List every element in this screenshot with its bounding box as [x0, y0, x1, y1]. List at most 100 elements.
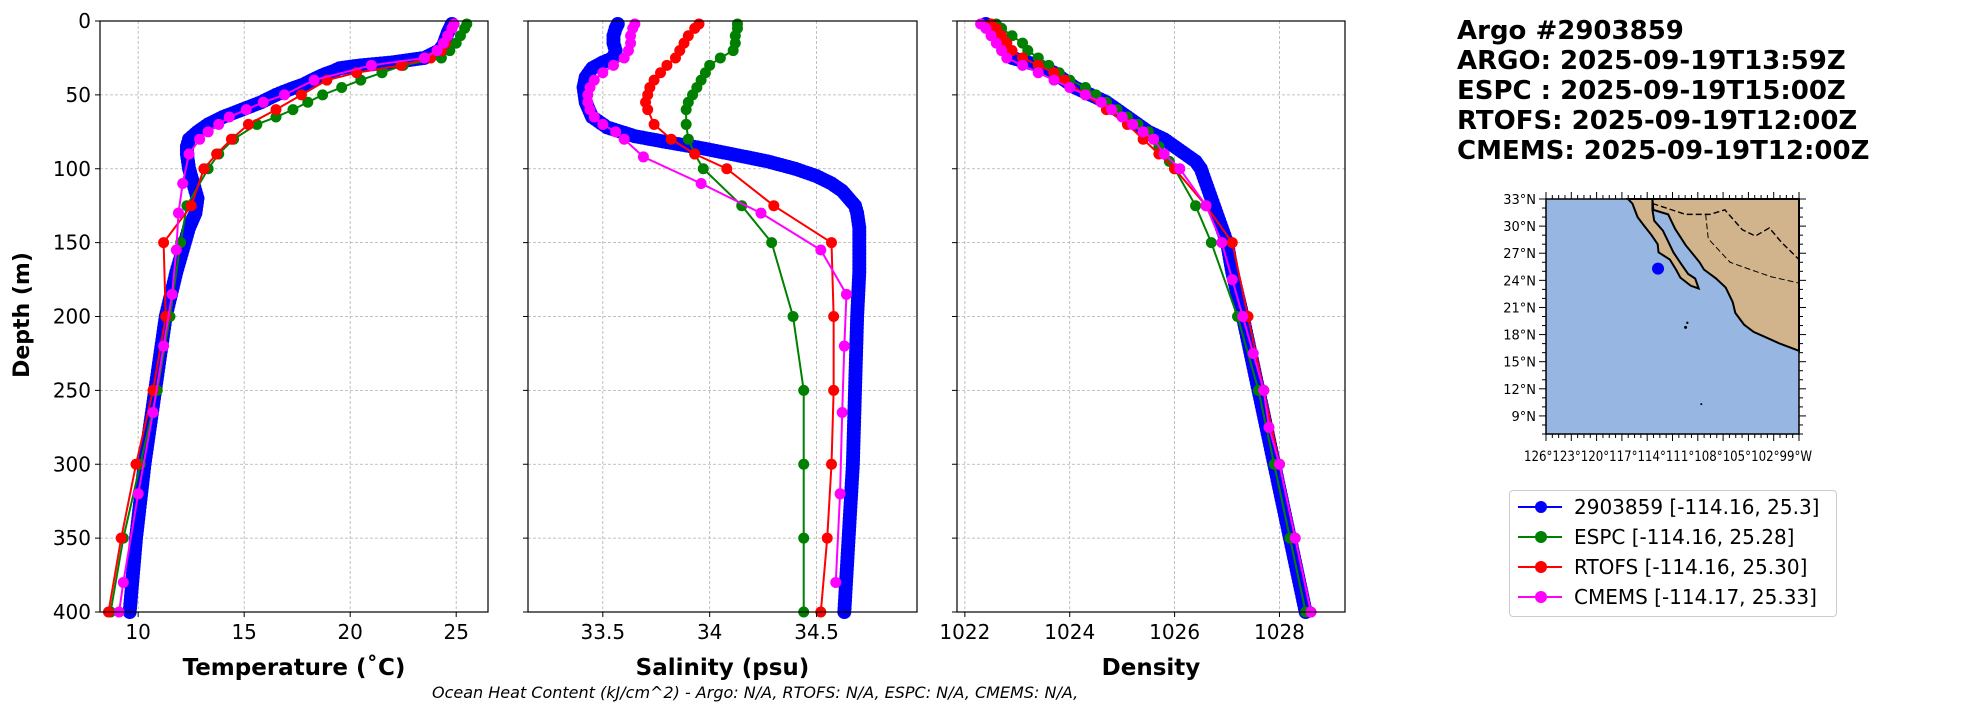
data-point	[1226, 237, 1238, 249]
series-line	[582, 23, 861, 613]
data-point	[317, 89, 329, 101]
series-cmems	[582, 18, 852, 588]
data-point	[158, 237, 170, 249]
data-point	[225, 133, 237, 145]
series-line	[586, 23, 848, 583]
island-dot	[1686, 321, 1689, 325]
data-point	[177, 178, 189, 190]
data-point	[166, 288, 178, 300]
data-point	[828, 311, 840, 322]
data-point	[295, 89, 307, 101]
data-point	[198, 163, 210, 175]
data-point	[147, 407, 159, 419]
data-point	[257, 96, 269, 108]
y-tick-label: 50	[66, 83, 91, 107]
x-axis-label: Salinity (psu)	[636, 655, 810, 681]
legend-label: ESPC [-114.16, 25.28]	[1574, 525, 1795, 549]
data-point	[213, 118, 225, 130]
data-point	[183, 148, 195, 160]
data-point	[308, 74, 320, 86]
data-point	[836, 407, 848, 419]
data-point	[798, 532, 810, 544]
data-point	[1174, 163, 1186, 175]
data-point	[1095, 96, 1107, 108]
series-espc	[680, 18, 810, 618]
series-line	[990, 23, 1312, 613]
data-point	[365, 59, 377, 71]
data-point	[815, 244, 827, 256]
temperature-panel: 0 50 100 150 200 250 300 350 400 10 15 20 25 Temperat…	[53, 9, 489, 681]
data-point	[661, 59, 673, 71]
series-line	[979, 23, 1312, 613]
series-2903859	[576, 16, 867, 619]
data-point	[1158, 148, 1170, 160]
data-point	[714, 52, 726, 64]
legend-marker-icon	[1535, 561, 1547, 573]
x-tick-label: 20	[337, 620, 362, 644]
data-point	[1116, 111, 1128, 123]
title-float-id: Argo #2903859	[1457, 16, 1684, 46]
data-point	[132, 488, 144, 500]
data-point	[431, 45, 443, 57]
legend-marker-icon	[1535, 501, 1547, 513]
data-point	[287, 104, 299, 116]
data-point	[695, 178, 707, 190]
ocean-heat-content-note: Ocean Heat Content (kJ/cm^2) - Argo: N/A…	[432, 683, 1079, 702]
data-point	[798, 458, 810, 470]
legend-marker-icon	[1535, 591, 1547, 603]
latitude-label: 21°N	[1503, 301, 1536, 316]
data-point	[242, 118, 254, 130]
data-point	[172, 207, 184, 219]
data-point	[240, 104, 252, 116]
y-tick-label: 300	[53, 452, 91, 476]
x-tick-label: 10	[125, 620, 150, 644]
state-border	[1705, 214, 1800, 284]
legend-item-argo: 2903859 [-114.16, 25.3]	[1510, 493, 1836, 521]
data-point	[302, 96, 314, 108]
series-line	[995, 23, 1307, 613]
data-point	[689, 148, 701, 160]
data-point	[170, 244, 182, 256]
country-border	[1652, 202, 1800, 261]
x-axis-label: Density	[1102, 655, 1201, 681]
data-point	[1263, 421, 1275, 433]
data-point	[1017, 59, 1029, 71]
series-cmems	[975, 18, 1317, 618]
float-location-marker	[1652, 262, 1665, 275]
title-rtofs-time: RTOFS: 2025-09-19T12:00Z	[1457, 106, 1858, 136]
data-point	[607, 59, 619, 71]
data-point	[798, 384, 810, 396]
data-point	[1226, 274, 1238, 286]
data-point	[418, 52, 430, 64]
data-point	[1079, 89, 1091, 101]
data-point	[1048, 74, 1060, 86]
title-cmems-time: CMEMS: 2025-09-19T12:00Z	[1457, 136, 1870, 166]
island-dot	[1684, 325, 1688, 329]
data-point	[211, 148, 223, 160]
data-point	[336, 81, 348, 93]
data-point	[597, 67, 609, 79]
data-point	[1258, 384, 1270, 396]
legend-item-espc: ESPC [-114.16, 25.28]	[1510, 523, 1836, 551]
series-rtofs	[985, 18, 1317, 618]
x-tick-label: 1024	[1044, 620, 1095, 644]
data-point	[270, 104, 282, 116]
legend-label: RTOFS [-114.16, 25.30]	[1574, 555, 1808, 579]
data-point	[766, 237, 778, 249]
data-point	[117, 576, 129, 588]
legend-item-cmems: CMEMS [-114.17, 25.33]	[1510, 583, 1836, 611]
data-point	[721, 163, 733, 175]
data-point	[768, 200, 780, 212]
data-point	[669, 52, 681, 64]
data-point	[648, 118, 660, 130]
y-tick-label: 100	[53, 157, 91, 181]
x-tick-label: 1026	[1149, 620, 1200, 644]
series-cmems	[113, 18, 460, 618]
island-dot	[1700, 403, 1703, 406]
data-point	[834, 488, 846, 500]
data-point	[680, 118, 692, 130]
x-tick-label: 15	[231, 620, 256, 644]
data-point	[1273, 458, 1285, 470]
location-map: 33°N 30°N 27°N 24°N 21°N 18°N 15°N 12°N 9°N 126°1…	[1503, 192, 1812, 465]
data-point	[755, 207, 767, 219]
